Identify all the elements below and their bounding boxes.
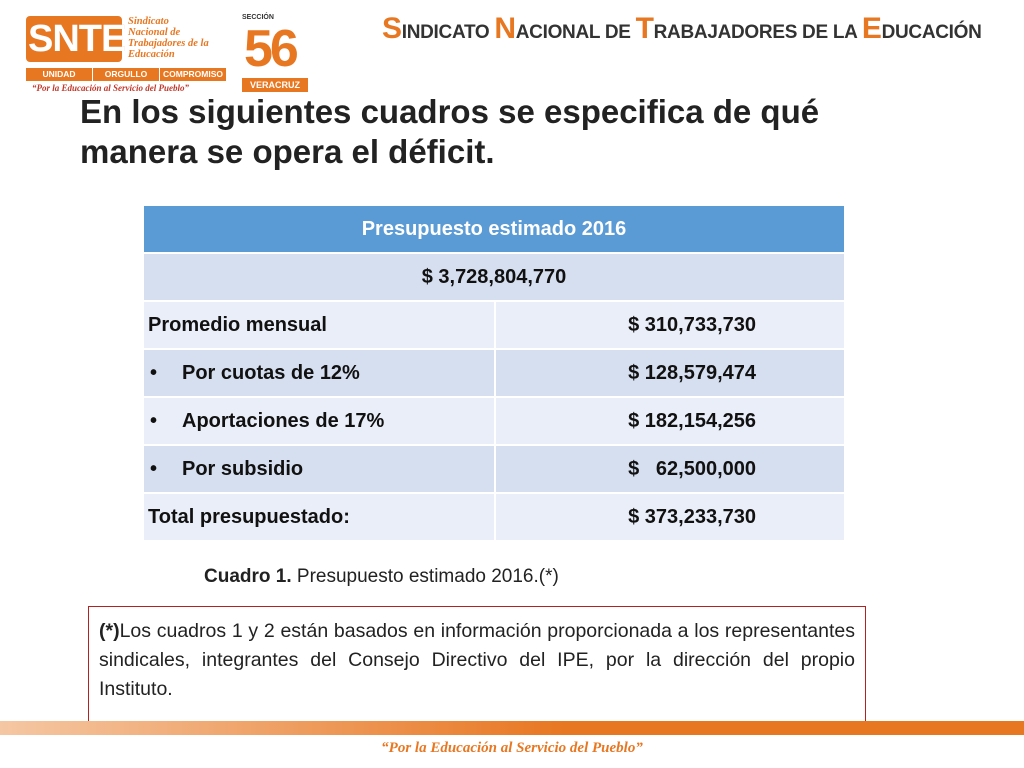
snte-logo-motto-bar: UNIDAD ORGULLO COMPROMISO (26, 68, 226, 81)
table-total-value: $ 3,728,804,770 (142, 252, 846, 302)
footer-bar (0, 721, 1024, 735)
snte-logo: SNTE Sindicato Nacional de Trabajadores … (26, 12, 230, 98)
seccion-label: SECCIÓN (242, 14, 274, 21)
row-value: $ 310,733,730 (494, 300, 846, 350)
snte-logo-badge (26, 16, 122, 62)
footnote-box: (*)Los cuadros 1 y 2 están basados en in… (88, 606, 866, 724)
table-row: • Por subsidio $ 62,500,000 (142, 444, 846, 494)
row-value: $ 62,500,000 (494, 444, 846, 494)
row-label: Aportaciones de 17% (182, 409, 385, 432)
slide-title: En los siguientes cuadros se especifica … (80, 93, 820, 170)
row-label: Por cuotas de 12% (182, 361, 360, 384)
row-value: $ 182,154,256 (494, 396, 846, 446)
snte-logo-subtitle: Sindicato Nacional de Trabajadores de la… (128, 16, 209, 60)
snte-logo-text: SNTE (28, 18, 126, 60)
bullet-icon: • (150, 409, 158, 432)
table-row: Promedio mensual $ 310,733,730 (142, 300, 846, 350)
footnote-text: (*)Los cuadros 1 y 2 están basados en in… (99, 620, 855, 700)
snte-logo-tagline: “Por la Educación al Servicio del Pueblo… (32, 83, 189, 93)
row-label: Por subsidio (182, 457, 304, 480)
row-label: Promedio mensual (142, 300, 496, 350)
table-caption: Cuadro 1. Presupuesto estimado 2016.(*) (204, 566, 559, 587)
seccion-number: 56 (244, 20, 299, 78)
row-label: Total presupuestado: (142, 492, 496, 542)
table-row: • Aportaciones de 17% $ 182,154,256 (142, 396, 846, 446)
seccion-56-logo: SECCIÓN 56 VERACRUZ (242, 14, 308, 92)
table-row: Total presupuestado: $ 373,233,730 (142, 492, 846, 542)
budget-table: Presupuesto estimado 2016 $ 3,728,804,77… (142, 204, 846, 542)
bullet-icon: • (150, 457, 158, 480)
row-value: $ 128,579,474 (494, 348, 846, 398)
seccion-state: VERACRUZ (242, 78, 308, 92)
table-total-row: $ 3,728,804,770 (142, 252, 846, 302)
footer-slogan: “Por la Educación al Servicio del Pueblo… (381, 740, 643, 756)
header-organization-name: SINDICATO NACIONAL DE TRABAJADORES DE LA… (382, 12, 982, 45)
row-value: $ 373,233,730 (494, 492, 846, 542)
bullet-icon: • (150, 361, 158, 384)
table-header-row: Presupuesto estimado 2016 (142, 204, 846, 254)
table-header: Presupuesto estimado 2016 (142, 204, 846, 254)
table-row: • Por cuotas de 12% $ 128,579,474 (142, 348, 846, 398)
